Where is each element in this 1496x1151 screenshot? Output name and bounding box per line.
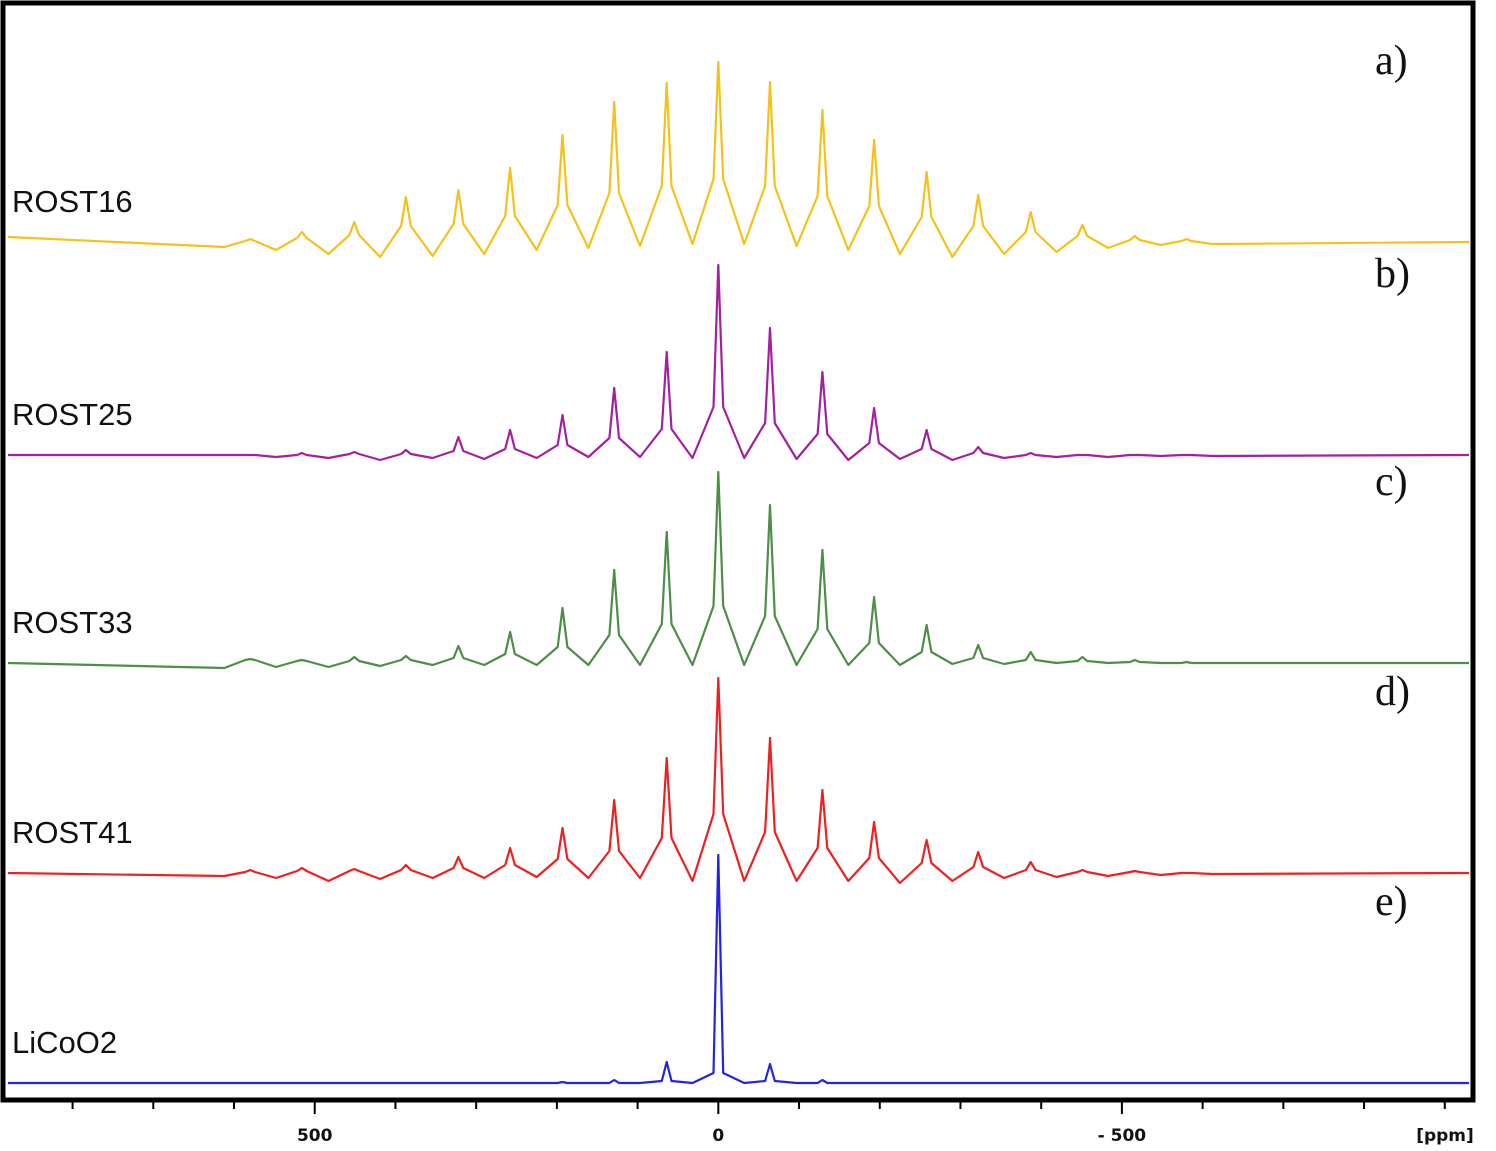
series-name: ROST41 <box>12 815 133 850</box>
series-name: ROST25 <box>12 397 133 432</box>
x-axis-label: [ppm] <box>1416 1126 1474 1146</box>
series-name: ROST16 <box>12 184 133 219</box>
series-name: LiCoO2 <box>12 1025 117 1060</box>
spectrum-line <box>7 60 1470 259</box>
x-tick-label: 0 <box>712 1126 724 1146</box>
x-tick-label: 500 <box>297 1126 333 1146</box>
series-name: ROST33 <box>12 605 133 640</box>
panel-label: c) <box>1375 459 1408 505</box>
spectrum-line <box>7 470 1469 670</box>
spectrum-line <box>8 853 1469 1085</box>
panel-label: b) <box>1375 251 1410 297</box>
panel-label: e) <box>1375 879 1408 925</box>
spectrum-line <box>8 263 1470 462</box>
panel-label: d) <box>1375 669 1410 715</box>
x-tick-label: - 500 <box>1098 1126 1147 1146</box>
plot-frame <box>0 0 1476 1103</box>
panel-label: a) <box>1375 38 1408 84</box>
spectrum-line <box>7 676 1470 885</box>
